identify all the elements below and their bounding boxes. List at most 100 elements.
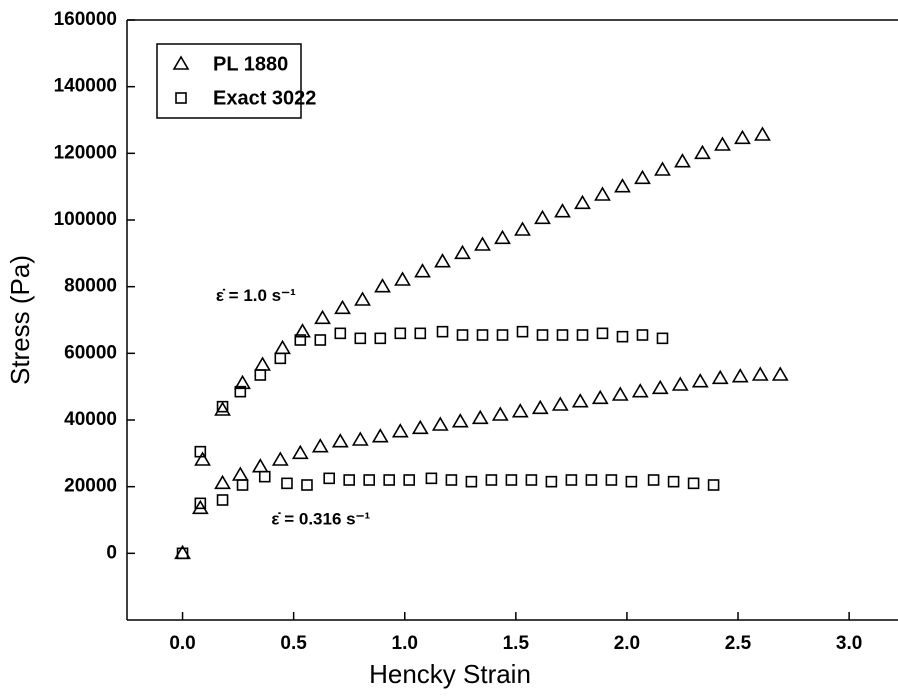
triangle-point bbox=[314, 309, 331, 325]
square-point bbox=[687, 477, 700, 490]
triangle-point bbox=[771, 366, 789, 381]
triangle-point bbox=[234, 374, 251, 390]
triangle-point bbox=[191, 499, 209, 515]
x-tick-label: 2.5 bbox=[725, 633, 752, 654]
triangle-point bbox=[251, 458, 269, 473]
square-point bbox=[383, 474, 395, 486]
triangle-point bbox=[471, 409, 489, 425]
square-point bbox=[363, 474, 375, 486]
square-point bbox=[576, 329, 589, 341]
square-point bbox=[647, 474, 660, 486]
square-point bbox=[585, 474, 598, 486]
triangle-point bbox=[591, 389, 609, 405]
legend-marker bbox=[172, 55, 190, 70]
triangle-point bbox=[671, 376, 689, 391]
square-point bbox=[403, 474, 415, 486]
triangle-point bbox=[691, 373, 709, 388]
triangle-point bbox=[614, 178, 631, 193]
x-tick-label: 2.0 bbox=[614, 633, 640, 654]
triangle-point bbox=[651, 379, 669, 395]
square-point bbox=[536, 329, 549, 341]
square-point bbox=[485, 474, 498, 486]
square-point bbox=[314, 334, 327, 346]
legend-marker bbox=[175, 92, 187, 104]
triangle-point bbox=[551, 396, 569, 411]
triangle-point bbox=[271, 451, 289, 466]
triangle-point bbox=[554, 203, 571, 218]
triangle-point bbox=[231, 466, 249, 481]
triangle-point bbox=[694, 144, 711, 160]
square-point bbox=[525, 474, 538, 486]
square-point bbox=[605, 474, 618, 486]
square-point bbox=[505, 474, 518, 486]
square-point bbox=[465, 475, 478, 488]
triangle-point bbox=[491, 406, 509, 421]
y-tick-label: 80000 bbox=[64, 276, 117, 297]
triangle-point bbox=[291, 444, 309, 460]
triangle-point bbox=[734, 129, 751, 145]
square-point bbox=[374, 332, 387, 345]
x-tick-label: 0.5 bbox=[280, 633, 307, 654]
triangle-point bbox=[674, 153, 691, 168]
triangle-point bbox=[394, 271, 411, 286]
legend-label: Exact 3022 bbox=[213, 87, 316, 109]
triangle-point bbox=[411, 419, 429, 435]
square-point bbox=[425, 472, 438, 485]
triangle-point bbox=[754, 126, 771, 141]
square-point bbox=[414, 327, 427, 340]
x-tick-label: 3.0 bbox=[836, 633, 862, 654]
square-point bbox=[516, 325, 529, 338]
square-point bbox=[556, 329, 569, 341]
square-point bbox=[176, 547, 189, 560]
x-tick-label: 1.0 bbox=[392, 633, 418, 654]
square-point bbox=[216, 400, 229, 413]
y-axis-label: Stress (Pa) bbox=[5, 255, 35, 385]
square-point bbox=[294, 334, 307, 346]
triangle-point bbox=[611, 386, 629, 401]
square-point bbox=[234, 385, 247, 398]
triangle-point bbox=[474, 236, 491, 251]
square-point bbox=[254, 369, 267, 381]
square-point bbox=[596, 327, 609, 340]
square-point bbox=[636, 329, 649, 341]
x-axis-label: Hencky Strain bbox=[369, 659, 531, 689]
square-point bbox=[436, 325, 449, 338]
triangle-point bbox=[214, 401, 231, 416]
y-tick-label: 40000 bbox=[64, 409, 117, 430]
triangle-point bbox=[334, 299, 351, 315]
square-point bbox=[656, 332, 669, 345]
triangle-point bbox=[294, 323, 311, 338]
square-point bbox=[545, 475, 558, 488]
x-tick-label: 1.5 bbox=[503, 633, 530, 654]
triangle-point bbox=[274, 339, 291, 355]
y-tick-label: 100000 bbox=[54, 209, 117, 230]
y-tick-label: 20000 bbox=[64, 476, 117, 497]
square-point bbox=[354, 332, 367, 345]
square-point bbox=[476, 329, 489, 341]
square-point bbox=[445, 474, 458, 486]
triangle-point bbox=[434, 253, 451, 268]
triangle-point bbox=[351, 431, 369, 446]
triangle-point bbox=[431, 416, 449, 431]
square-point bbox=[258, 470, 271, 483]
triangle-point bbox=[194, 451, 211, 466]
y-tick-label: 60000 bbox=[64, 342, 117, 363]
square-point bbox=[456, 329, 469, 341]
triangle-point bbox=[594, 186, 611, 201]
square-point bbox=[667, 475, 680, 488]
x-tick-label: 0.0 bbox=[169, 633, 195, 654]
y-tick-label: 140000 bbox=[54, 76, 117, 97]
square-point bbox=[301, 479, 313, 491]
triangle-point bbox=[454, 244, 471, 260]
triangle-point bbox=[331, 433, 349, 448]
square-point bbox=[216, 494, 229, 506]
triangle-point bbox=[531, 399, 549, 415]
y-tick-label: 160000 bbox=[54, 9, 117, 30]
annotation: ε̇ = 0.316 s⁻¹ bbox=[271, 509, 370, 528]
square-point bbox=[334, 327, 347, 340]
triangle-point bbox=[751, 366, 769, 381]
triangle-point bbox=[511, 403, 529, 418]
triangle-point bbox=[371, 428, 389, 443]
